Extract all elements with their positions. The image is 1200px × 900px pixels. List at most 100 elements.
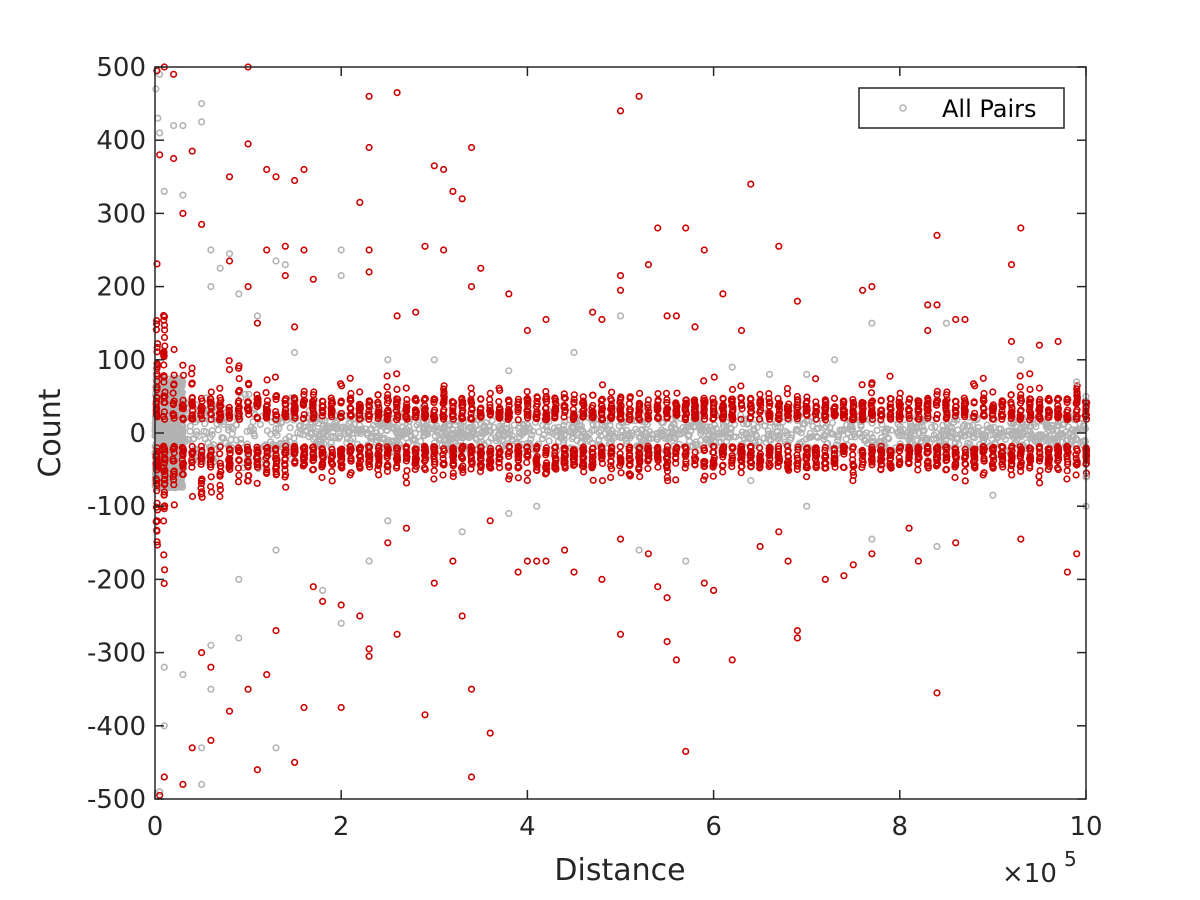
dense-point xyxy=(177,380,185,388)
dense-point xyxy=(201,435,209,443)
dense-point xyxy=(850,462,858,470)
dense-point xyxy=(253,458,261,466)
dense-point xyxy=(486,462,494,470)
dense-point xyxy=(886,454,895,463)
dense-point xyxy=(840,414,849,422)
dense-point xyxy=(503,424,511,432)
dense-point xyxy=(170,467,178,475)
dense-point xyxy=(439,445,448,453)
dense-point xyxy=(952,434,960,443)
dense-point xyxy=(560,413,568,421)
dense-point xyxy=(1030,420,1038,428)
dense-point xyxy=(616,414,624,422)
dense-point xyxy=(746,394,755,403)
dense-point xyxy=(886,462,894,470)
dense-point xyxy=(942,400,950,408)
dense-point xyxy=(402,443,410,451)
dense-point xyxy=(812,461,820,469)
dense-point xyxy=(644,413,652,421)
dense-point xyxy=(970,399,978,407)
dense-point xyxy=(170,457,178,465)
dense-point xyxy=(1017,445,1025,453)
dense-point xyxy=(736,411,745,419)
dense-point xyxy=(281,412,290,421)
dense-point xyxy=(997,425,1005,433)
dense-point xyxy=(877,434,886,442)
dense-point xyxy=(878,412,886,420)
dense-point xyxy=(737,469,745,477)
dense-point xyxy=(719,468,727,476)
dense-point xyxy=(267,438,275,446)
dense-point xyxy=(179,459,188,468)
dense-point xyxy=(915,444,923,452)
dense-point xyxy=(895,412,904,421)
dense-point xyxy=(476,405,485,413)
dense-point xyxy=(161,479,169,488)
dense-point xyxy=(914,415,922,423)
dense-point xyxy=(375,455,383,464)
dense-point xyxy=(794,443,802,451)
dense-point xyxy=(927,423,936,431)
dense-point xyxy=(281,448,289,456)
dense-point xyxy=(1007,401,1015,409)
dense-point xyxy=(312,430,320,438)
dense-point xyxy=(570,395,578,404)
dense-point xyxy=(551,404,560,412)
dense-point xyxy=(393,385,401,394)
dense-point xyxy=(728,445,737,453)
dense-point xyxy=(318,412,326,420)
dense-point xyxy=(561,457,569,465)
dense-point xyxy=(197,412,205,420)
dense-point xyxy=(290,442,299,451)
dense-point xyxy=(167,430,175,439)
dense-point xyxy=(1017,463,1025,471)
dense-point xyxy=(486,404,494,412)
dense-point xyxy=(524,410,532,418)
dense-point xyxy=(355,460,363,468)
dense-point xyxy=(227,436,235,444)
dense-point xyxy=(272,393,280,401)
dense-point xyxy=(514,406,522,414)
dense-point xyxy=(281,473,289,481)
dense-point xyxy=(569,423,578,431)
dense-point xyxy=(923,442,932,451)
dense-point xyxy=(188,459,196,467)
dense-point xyxy=(682,396,690,404)
dense-point xyxy=(440,385,448,393)
dense-point xyxy=(467,384,475,392)
dense-point xyxy=(421,402,429,410)
dense-point xyxy=(896,440,904,448)
dense-point xyxy=(691,457,699,465)
dense-point xyxy=(554,438,563,446)
dense-point xyxy=(569,405,578,414)
dense-point xyxy=(561,464,569,472)
dense-point xyxy=(441,422,449,430)
dense-point xyxy=(328,397,336,405)
dense-point xyxy=(718,430,727,438)
dense-point xyxy=(912,423,920,431)
dense-point xyxy=(533,393,541,401)
dense-point xyxy=(812,432,821,440)
dense-point xyxy=(403,467,411,475)
dense-point xyxy=(560,444,569,452)
dense-point xyxy=(263,452,271,460)
dense-point xyxy=(773,428,782,436)
dense-point xyxy=(273,411,281,420)
dense-point xyxy=(374,391,382,399)
dense-point xyxy=(332,434,340,442)
dense-point xyxy=(1016,416,1024,424)
dense-point xyxy=(598,406,606,414)
dense-point xyxy=(774,442,783,450)
dense-point xyxy=(458,394,466,403)
dense-point xyxy=(654,413,662,421)
dense-point xyxy=(710,373,718,381)
dense-point xyxy=(160,422,168,430)
dense-point xyxy=(411,409,420,417)
dense-point xyxy=(570,391,578,399)
dense-point xyxy=(611,429,619,437)
dense-point xyxy=(291,458,299,466)
dense-point xyxy=(700,377,708,385)
dense-point xyxy=(318,446,327,454)
dense-point xyxy=(235,412,243,421)
dense-point xyxy=(775,400,783,409)
